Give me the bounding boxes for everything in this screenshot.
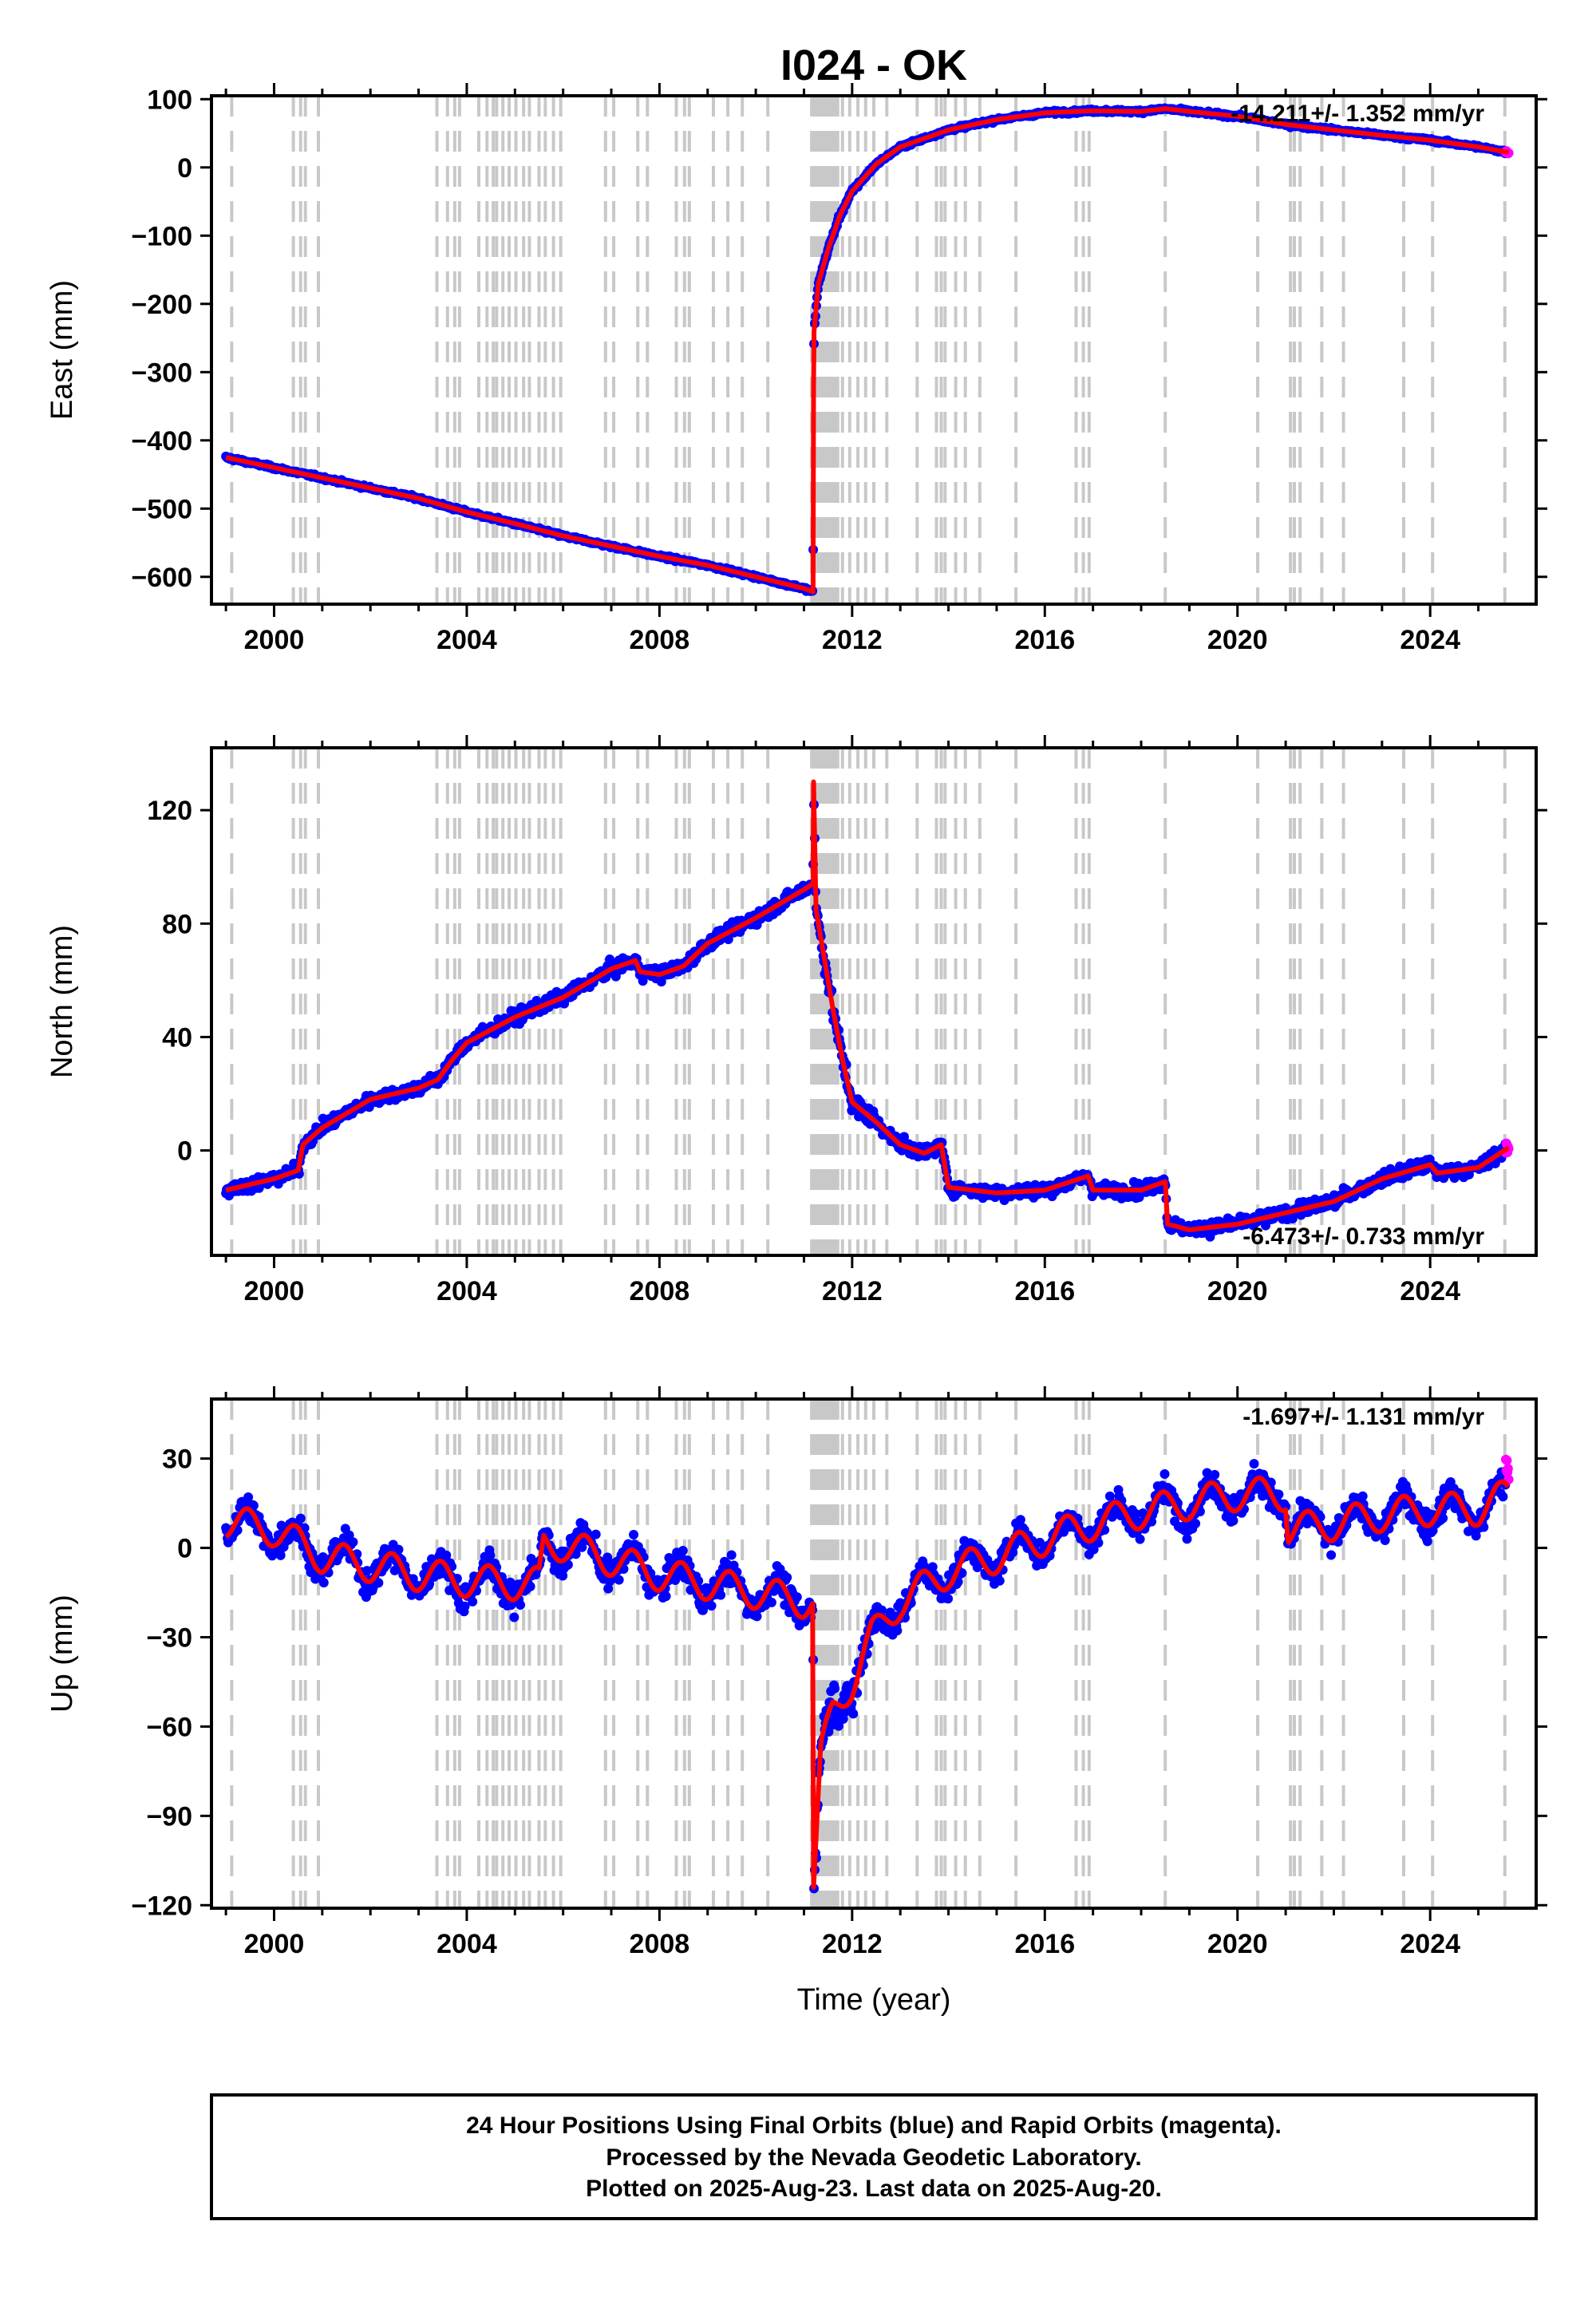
final-orbit-point [1035, 1537, 1045, 1547]
y-tick-label: −300 [131, 358, 192, 388]
x-tick-label: 2016 [1014, 625, 1075, 655]
final-orbit-point [318, 1578, 329, 1588]
final-orbit-point [1015, 1515, 1025, 1525]
final-orbit-point [571, 1549, 581, 1559]
final-orbit-point [1182, 1534, 1192, 1544]
panel-frame [210, 746, 1538, 1257]
y-tick-label: −100 [131, 221, 192, 251]
final-orbit-point [1191, 1518, 1201, 1528]
final-orbit-point [726, 1550, 737, 1560]
final-orbit-point [892, 1626, 903, 1636]
x-tick-label: 2024 [1400, 1276, 1460, 1306]
east-panel: 100 0 −100 −200 −300 −400 −500 −600 2000 2004 2008… [45, 83, 1547, 655]
final-orbit-point [373, 1578, 384, 1588]
final-orbit-point [1159, 1469, 1170, 1480]
final-orbit-point [752, 1611, 762, 1622]
y-tick-label: 0 [177, 153, 192, 184]
final-orbit-point [348, 1537, 358, 1547]
final-orbit-point [994, 1575, 1005, 1586]
y-tick-label: 100 [147, 85, 192, 115]
y-tick-label: 120 [147, 796, 192, 826]
final-orbit-point [275, 1550, 286, 1560]
y-tick-label: 80 [162, 909, 192, 939]
x-tick-label: 2020 [1207, 1276, 1268, 1306]
y-tick-label: −600 [131, 563, 192, 593]
final-orbit-point [577, 1542, 587, 1552]
chart-title: I024 - OK [780, 41, 967, 89]
north-panel: 120 80 40 0 2000 2004 2008 2012 2016 2020 2024 Nort… [45, 735, 1547, 1306]
x-tick-label: 2004 [437, 1276, 497, 1306]
final-orbit-point [706, 1601, 717, 1611]
final-orbit-point [716, 1590, 726, 1600]
y-tick-label: 0 [177, 1136, 192, 1167]
x-tick-label: 2000 [244, 1276, 305, 1306]
final-orbit-point [1135, 1534, 1145, 1544]
final-orbit-point [678, 1546, 688, 1556]
final-orbit-point [877, 1605, 887, 1615]
final-orbit-point [830, 1683, 840, 1694]
final-orbit-point [460, 1601, 470, 1611]
x-tick-label: 2020 [1207, 625, 1268, 655]
y-axis-label: East (mm) [45, 280, 79, 420]
panel-frame [210, 94, 1538, 606]
final-orbit-point [614, 1575, 624, 1585]
y-tick-label: 40 [162, 1022, 192, 1053]
final-orbit-point [525, 1581, 535, 1591]
final-orbit-point [485, 1550, 496, 1560]
x-tick-label: 2016 [1014, 1276, 1075, 1306]
final-orbit-point [782, 1572, 792, 1583]
final-orbit-point [1008, 1547, 1018, 1558]
final-orbit-point [943, 1594, 954, 1604]
plot-area [221, 96, 1514, 604]
final-orbit-point [629, 1529, 639, 1539]
y-tick-label: −400 [131, 426, 192, 456]
final-orbit-point [661, 1591, 671, 1602]
final-orbit-point [848, 1709, 859, 1719]
x-tick-label: 2012 [822, 625, 883, 655]
final-orbit-point [603, 1583, 614, 1594]
y-axis-label: North (mm) [45, 925, 79, 1078]
plot-area [221, 748, 1514, 1255]
y-tick-label: −500 [131, 494, 192, 524]
model-line [225, 106, 1510, 595]
final-orbit-point [927, 1562, 938, 1572]
final-orbit-point [792, 1592, 802, 1603]
x-tick-label: 2024 [1400, 625, 1460, 655]
final-orbit-point [766, 1597, 776, 1607]
x-tick-label: 2008 [630, 625, 690, 655]
x-tick-label: 2000 [244, 625, 305, 655]
rate-label: -14.211+/- 1.352 mm/yr [1231, 101, 1484, 127]
x-tick-label: 2004 [437, 625, 497, 655]
y-tick-label: −200 [131, 290, 192, 320]
x-tick-label: 2008 [630, 1276, 690, 1306]
final-orbit-point [468, 1596, 478, 1607]
rate-label: -6.473+/- 0.733 mm/yr [1242, 1223, 1484, 1250]
final-orbit-point [516, 1599, 526, 1610]
final-orbit-point [243, 1492, 254, 1503]
plot-area [221, 1399, 1514, 1908]
final-orbit-point [899, 1132, 910, 1142]
final-orbit-point [509, 1612, 519, 1622]
final-orbit-point [441, 1550, 452, 1560]
x-tick-label: 2012 [822, 1276, 883, 1306]
final-orbit-point [393, 1544, 404, 1555]
final-orbit-point [563, 1559, 573, 1570]
model-line [225, 779, 1511, 1232]
final-orbit-point [295, 1513, 306, 1524]
final-orbit-point [591, 1529, 601, 1539]
